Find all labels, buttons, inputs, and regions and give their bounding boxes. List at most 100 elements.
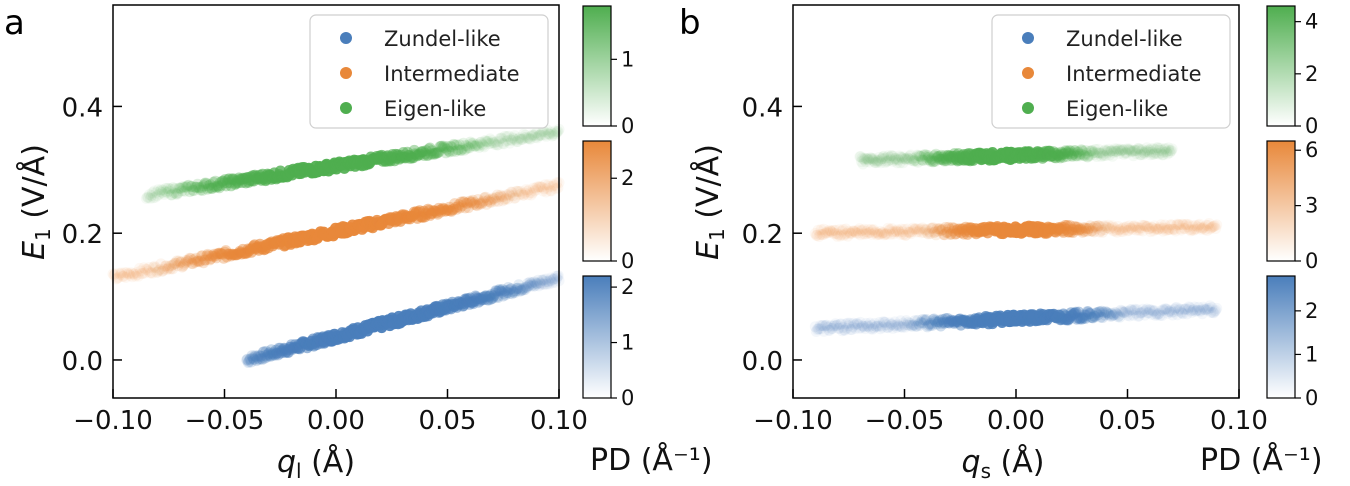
- data-point: [526, 129, 538, 141]
- data-point: [467, 296, 479, 308]
- data-point: [120, 271, 132, 283]
- data-point: [123, 268, 135, 280]
- data-point: [941, 227, 952, 238]
- data-point: [482, 135, 494, 147]
- colorbar-tick-label: 3: [1305, 194, 1318, 218]
- data-point: [866, 319, 878, 331]
- data-point: [423, 205, 435, 216]
- data-point: [456, 298, 468, 310]
- data-point: [485, 289, 497, 301]
- x-tick-label: −0.10: [73, 406, 153, 436]
- data-point: [471, 138, 483, 150]
- data-point: [481, 136, 493, 148]
- data-point: [1171, 301, 1182, 313]
- data-point: [134, 262, 146, 274]
- data-point: [437, 142, 449, 154]
- data-point: [1173, 303, 1185, 315]
- data-point: [1081, 306, 1093, 318]
- data-point: [1145, 226, 1157, 238]
- data-point: [548, 273, 560, 285]
- data-point: [547, 128, 559, 140]
- data-point: [492, 292, 504, 303]
- data-point: [1103, 223, 1115, 234]
- data-point: [493, 136, 505, 147]
- data-point: [1153, 307, 1165, 319]
- data-point: [890, 225, 902, 237]
- data-point: [259, 352, 271, 364]
- data-point: [1158, 304, 1170, 316]
- data-point: [1080, 309, 1092, 321]
- data-point: [451, 139, 463, 151]
- data-point: [895, 228, 907, 240]
- data-point: [1135, 222, 1147, 234]
- data-point: [274, 342, 286, 354]
- data-point: [949, 228, 961, 240]
- data-point: [125, 267, 137, 279]
- data-point: [444, 205, 456, 217]
- data-point: [280, 347, 291, 358]
- data-point: [283, 343, 295, 355]
- data-point: [510, 285, 522, 297]
- data-point: [897, 226, 908, 238]
- data-point: [528, 129, 540, 141]
- data-point: [1120, 222, 1132, 234]
- data-point: [113, 267, 125, 279]
- data-point: [821, 319, 833, 331]
- data-point: [468, 140, 480, 152]
- data-point: [461, 293, 473, 305]
- data-point: [225, 250, 237, 262]
- data-point: [932, 316, 944, 328]
- data-point: [898, 319, 910, 331]
- series-eigen-like: [854, 142, 1178, 170]
- data-point: [127, 268, 139, 280]
- data-point: [479, 192, 490, 204]
- data-point: [887, 226, 899, 238]
- data-point: [447, 145, 459, 157]
- data-point: [502, 193, 514, 205]
- data-point: [859, 323, 871, 335]
- data-point: [129, 270, 141, 282]
- data-point: [233, 247, 245, 259]
- data-point: [915, 223, 927, 235]
- data-point: [199, 254, 210, 266]
- data-point: [1087, 222, 1099, 234]
- data-point: [855, 322, 867, 334]
- data-point: [1205, 306, 1217, 318]
- data-point: [1144, 304, 1156, 316]
- data-point: [471, 200, 483, 212]
- data-point: [871, 229, 883, 241]
- data-point: [445, 140, 457, 152]
- data-point: [455, 196, 467, 208]
- data-point: [867, 225, 879, 236]
- data-point: [162, 262, 174, 274]
- data-point: [416, 146, 428, 158]
- data-point: [464, 195, 476, 207]
- data-point: [864, 317, 876, 329]
- data-point: [494, 285, 506, 296]
- data-point: [190, 181, 202, 193]
- data-point: [202, 183, 213, 195]
- data-point: [469, 140, 481, 152]
- data-point: [493, 191, 505, 203]
- data-point: [854, 229, 866, 241]
- data-point: [891, 321, 903, 333]
- data-point: [1095, 311, 1107, 323]
- data-point: [460, 294, 472, 306]
- data-point: [209, 175, 221, 187]
- data-point: [1113, 310, 1125, 322]
- data-point: [1114, 311, 1126, 323]
- data-point: [459, 202, 471, 214]
- data-point: [149, 260, 160, 272]
- data-point: [534, 277, 546, 289]
- data-point: [523, 279, 535, 291]
- data-point: [1095, 221, 1107, 233]
- data-point: [874, 323, 886, 335]
- data-point: [861, 320, 873, 332]
- data-point: [117, 270, 129, 282]
- data-point: [138, 262, 150, 274]
- data-point: [1124, 220, 1135, 232]
- data-point: [535, 278, 547, 290]
- data-point: [489, 139, 501, 150]
- data-point: [937, 314, 949, 325]
- data-point: [546, 275, 557, 287]
